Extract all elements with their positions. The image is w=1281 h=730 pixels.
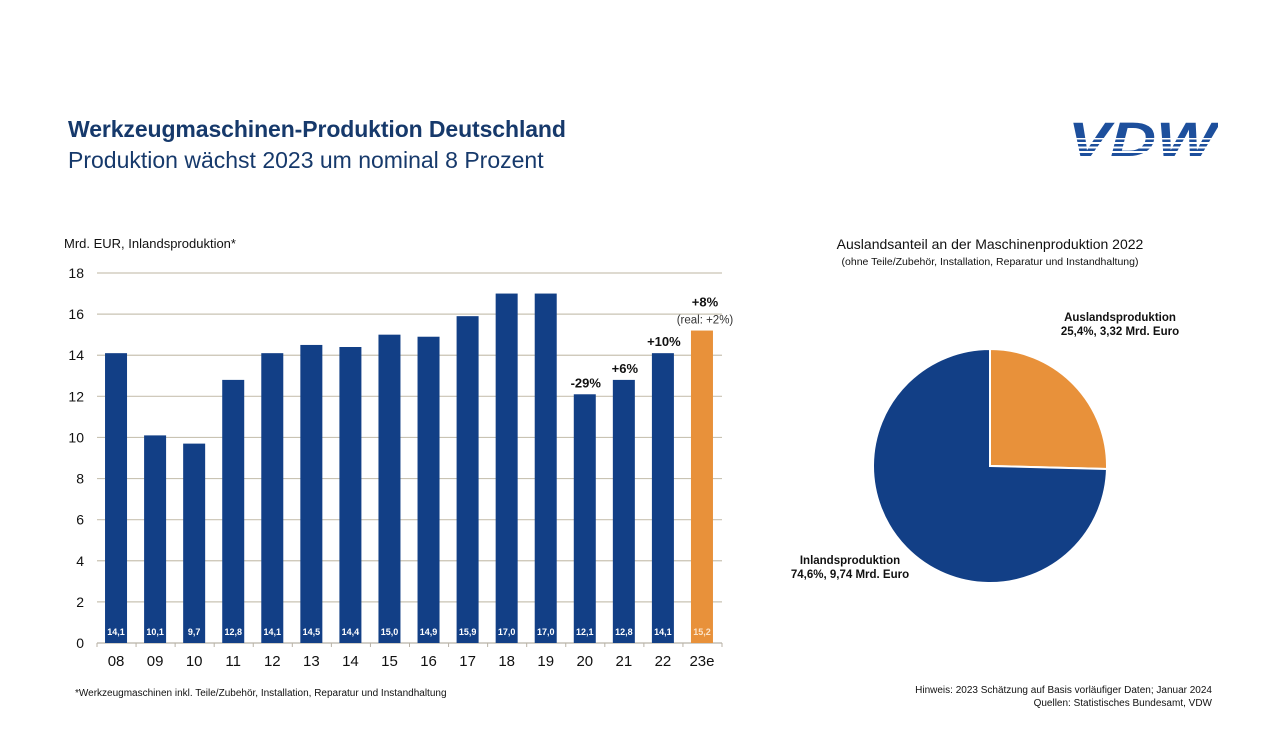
bar-08 bbox=[105, 353, 128, 643]
x-tick-label: 18 bbox=[498, 653, 515, 670]
pie-label-inlandsproduktion: Inlandsproduktion 74,6%, 9,74 Mrd. Euro bbox=[770, 554, 930, 582]
bar-09 bbox=[144, 435, 167, 643]
bar-10 bbox=[183, 443, 206, 643]
x-tick-label: 10 bbox=[186, 653, 203, 670]
sources-text: Quellen: Statistisches Bundesamt, VDW bbox=[1033, 698, 1212, 709]
pie-label-auslandsproduktion-value: 25,4%, 3,32 Mrd. Euro bbox=[1060, 326, 1180, 338]
x-tick-label: 22 bbox=[655, 653, 672, 670]
bar-value-label: 14,9 bbox=[420, 627, 438, 637]
x-tick-label: 20 bbox=[576, 653, 593, 670]
bar-value-label: 14,1 bbox=[264, 627, 282, 637]
y-tick-label: 18 bbox=[68, 265, 84, 281]
vdw-logo-icon: VDW bbox=[1068, 116, 1218, 158]
bar-11 bbox=[222, 379, 245, 643]
x-tick-label: 21 bbox=[616, 653, 633, 670]
bar-23e bbox=[690, 330, 713, 643]
bar-value-label: 15,0 bbox=[381, 627, 399, 637]
bar-14 bbox=[339, 347, 362, 643]
pie-label-auslandsproduktion: Auslandsproduktion 25,4%, 3,32 Mrd. Euro bbox=[1030, 311, 1210, 339]
x-tick-label: 13 bbox=[303, 653, 320, 670]
page-subtitle: Produktion wächst 2023 um nominal 8 Proz… bbox=[68, 147, 544, 173]
x-tick-label: 14 bbox=[342, 653, 359, 670]
bar-12 bbox=[261, 353, 284, 643]
pie-slice-inlandsproduktion bbox=[872, 347, 1108, 584]
x-tick-label: 09 bbox=[147, 653, 164, 670]
x-tick-label: 11 bbox=[225, 653, 241, 670]
bar-value-label: 12,8 bbox=[615, 627, 633, 637]
growth-annotation: +6% bbox=[612, 361, 639, 376]
bar-value-label: 15,2 bbox=[693, 627, 711, 637]
source-note: Hinweis: 2023 Schätzung auf Basis vorläu… bbox=[915, 684, 1212, 710]
bar-value-label: 17,0 bbox=[498, 627, 516, 637]
bar-22 bbox=[651, 353, 674, 643]
y-tick-label: 0 bbox=[76, 635, 84, 651]
pie-chart-subtitle: (ohne Teile/Zubehör, Installation, Repar… bbox=[841, 256, 1139, 268]
growth-annotation: -29% bbox=[571, 375, 602, 390]
bar-15 bbox=[378, 334, 401, 643]
bar-value-label: 12,8 bbox=[224, 627, 242, 637]
bar-16 bbox=[417, 336, 440, 643]
y-tick-label: 6 bbox=[76, 512, 84, 528]
x-tick-label: 17 bbox=[459, 653, 476, 670]
bar-13 bbox=[300, 344, 323, 643]
y-tick-label: 14 bbox=[68, 347, 84, 363]
x-tick-label: 08 bbox=[108, 653, 125, 670]
growth-annotation: +10% bbox=[647, 334, 681, 349]
bar-20 bbox=[573, 394, 596, 643]
bar-21 bbox=[612, 379, 635, 643]
bar-19 bbox=[534, 293, 557, 643]
hint-text: Hinweis: 2023 Schätzung auf Basis vorläu… bbox=[915, 685, 1212, 696]
pie-label-inlandsproduktion-value: 74,6%, 9,74 Mrd. Euro bbox=[790, 569, 910, 581]
bar-value-label: 17,0 bbox=[537, 627, 555, 637]
y-tick-label: 10 bbox=[68, 429, 84, 445]
bar-value-label: 14,5 bbox=[303, 627, 321, 637]
pie-chart-title: Auslandsanteil an der Maschinenproduktio… bbox=[836, 236, 1144, 252]
bar-value-label: 14,1 bbox=[654, 627, 672, 637]
bar-value-label: 12,1 bbox=[576, 627, 594, 637]
pie-slice-auslandsproduktion bbox=[989, 347, 1108, 470]
y-tick-label: 12 bbox=[68, 388, 84, 404]
bar-value-label: 10,1 bbox=[146, 627, 164, 637]
growth-annotation: +8% bbox=[692, 295, 719, 310]
y-tick-label: 8 bbox=[76, 471, 84, 487]
y-tick-label: 2 bbox=[76, 594, 84, 610]
y-tick-label: 16 bbox=[68, 306, 84, 322]
x-tick-label: 12 bbox=[264, 653, 281, 670]
footnote: *Werkzeugmaschinen inkl. Teile/Zubehör, … bbox=[75, 688, 447, 699]
bar-value-label: 9,7 bbox=[188, 627, 201, 637]
bar-value-label: 14,4 bbox=[342, 627, 360, 637]
y-axis-label: Mrd. EUR, Inlandsproduktion* bbox=[64, 236, 236, 251]
x-tick-label: 19 bbox=[537, 653, 554, 670]
pie-label-auslandsproduktion-name: Auslandsproduktion bbox=[1064, 312, 1176, 324]
page-title: Werkzeugmaschinen-Produktion Deutschland bbox=[68, 116, 566, 142]
bar-18 bbox=[495, 293, 518, 643]
x-tick-label: 15 bbox=[381, 653, 398, 670]
bar-value-label: 15,9 bbox=[459, 627, 477, 637]
pie-label-inlandsproduktion-name: Inlandsproduktion bbox=[799, 555, 901, 567]
bar-17 bbox=[456, 316, 479, 643]
x-tick-label: 23e bbox=[689, 653, 714, 670]
bar-value-label: 14,1 bbox=[107, 627, 125, 637]
growth-annotation-real: (real: +2%) bbox=[677, 315, 734, 327]
y-tick-label: 4 bbox=[76, 553, 84, 569]
x-tick-label: 16 bbox=[420, 653, 437, 670]
